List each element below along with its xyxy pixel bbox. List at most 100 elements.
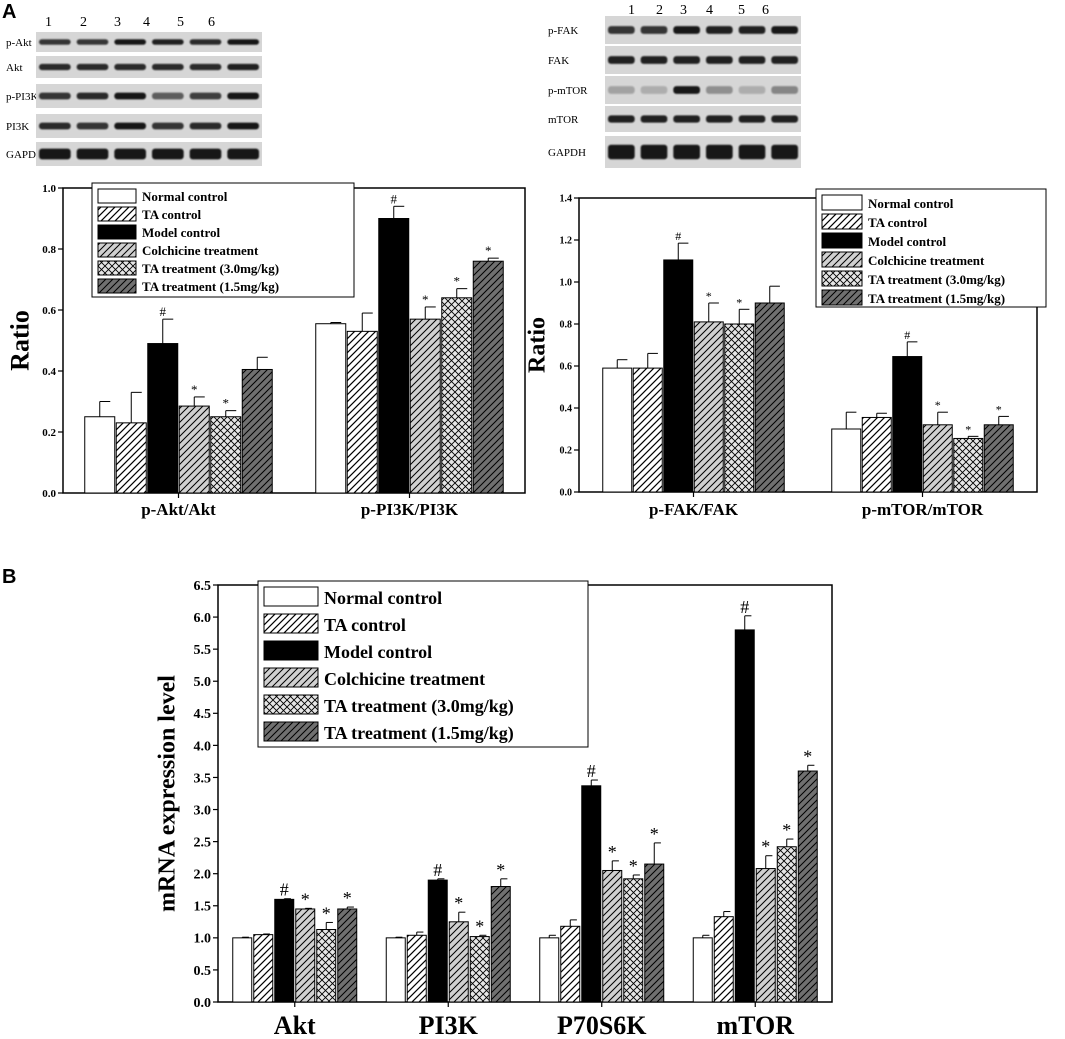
bar <box>472 260 504 494</box>
blot-band <box>608 86 635 94</box>
significance-mark: * <box>736 295 742 309</box>
bar <box>178 405 210 494</box>
blot-band <box>608 144 635 160</box>
blot-band <box>227 39 259 45</box>
significance-mark: * <box>223 396 230 411</box>
blot-band <box>738 144 766 160</box>
blot-band <box>706 56 733 64</box>
legend-entry: Normal control <box>868 196 954 211</box>
y-tick-label: 0.6 <box>42 305 56 317</box>
blot-strip <box>605 136 801 168</box>
bar <box>831 428 862 493</box>
bar <box>776 846 797 1003</box>
y-tick-label: 0.0 <box>42 488 56 500</box>
bar <box>346 330 378 494</box>
legend-entry: Colchicine treatment <box>324 669 485 689</box>
legend-entry: Colchicine treatment <box>142 243 259 258</box>
plot-frame <box>578 197 1038 493</box>
significance-mark: * <box>191 382 198 397</box>
significance-mark: # <box>675 229 681 243</box>
legend-entry: Model control <box>868 234 946 249</box>
blot-band <box>738 56 766 64</box>
blot-band <box>738 115 766 123</box>
blot-band <box>771 86 798 94</box>
legend-swatch <box>821 232 863 249</box>
bar <box>385 937 406 1003</box>
bar <box>692 937 713 1003</box>
significance-mark: # <box>280 880 289 900</box>
blot-row-label: p-mTOR <box>548 85 588 97</box>
bar <box>469 936 490 1003</box>
blot-strip <box>36 84 262 108</box>
x-category-label: p-mTOR/mTOR <box>862 500 984 519</box>
legend-swatch <box>97 260 137 276</box>
blot-band <box>152 39 184 45</box>
blot-row-label: mTOR <box>548 114 579 126</box>
lane-number: 5 <box>177 15 184 30</box>
x-category-label: Akt <box>274 1011 316 1039</box>
blot-band <box>771 144 798 160</box>
blot-band <box>152 92 184 100</box>
y-tick-label: 0.4 <box>560 404 573 415</box>
blot-strip <box>36 32 262 52</box>
bar <box>861 416 892 493</box>
blot-band <box>76 39 109 45</box>
significance-mark: * <box>782 820 791 840</box>
significance-mark: * <box>343 888 352 908</box>
legend-entry: TA treatment (3.0mg/kg) <box>142 261 279 276</box>
blot-row-label: FAK <box>548 55 569 67</box>
legend-box <box>257 580 589 748</box>
legend-swatch <box>97 206 137 222</box>
blot-band <box>673 86 700 94</box>
y-tick-label: 1.5 <box>194 900 212 915</box>
significance-mark: * <box>422 292 429 307</box>
significance-mark: * <box>322 903 331 923</box>
legend-swatch <box>263 694 319 715</box>
legend-swatch <box>263 613 319 634</box>
significance-mark: * <box>301 889 310 909</box>
bar <box>922 424 953 493</box>
blot-band <box>189 122 222 130</box>
legend-entry: TA control <box>142 207 201 222</box>
blot-band <box>673 115 700 123</box>
blot-row-label: p-PI3K <box>6 91 38 103</box>
bar <box>115 422 147 494</box>
lane-number: 2 <box>80 15 87 30</box>
bar <box>581 785 602 1003</box>
blot-strip <box>36 142 262 166</box>
legend-swatch <box>97 224 137 240</box>
blot-band <box>189 148 222 160</box>
bar <box>409 318 441 494</box>
y-tick-label: 1.2 <box>560 236 573 247</box>
blot-strip <box>36 56 262 78</box>
legend-entry: TA control <box>868 215 927 230</box>
bar <box>797 770 818 1003</box>
y-tick-label: 4.0 <box>194 739 212 754</box>
blot-band <box>189 92 222 100</box>
bar <box>644 863 665 1003</box>
bar <box>663 259 694 493</box>
blot-band <box>114 148 146 160</box>
blot-band <box>114 122 146 130</box>
blot-band <box>39 148 71 160</box>
legend-entry: Model control <box>324 642 432 662</box>
blot-row-label: p-FAK <box>548 25 578 37</box>
legend-swatch <box>263 640 319 661</box>
y-tick-label: 3.0 <box>194 803 212 818</box>
blot-band <box>771 56 798 64</box>
blot-band <box>673 144 700 160</box>
y-axis-label: Ratio <box>525 317 551 373</box>
blot-band <box>738 86 766 94</box>
bar <box>406 934 427 1003</box>
blot-band <box>706 86 733 94</box>
blot-band <box>76 148 109 160</box>
bar <box>539 937 560 1003</box>
y-tick-label: 0.0 <box>194 996 212 1011</box>
legend-swatch <box>263 586 319 607</box>
legend-entry: TA treatment (3.0mg/kg) <box>868 272 1005 287</box>
lane-number: 6 <box>208 15 215 30</box>
bar <box>755 868 776 1003</box>
blot-band <box>640 144 668 160</box>
significance-mark: # <box>160 304 167 319</box>
